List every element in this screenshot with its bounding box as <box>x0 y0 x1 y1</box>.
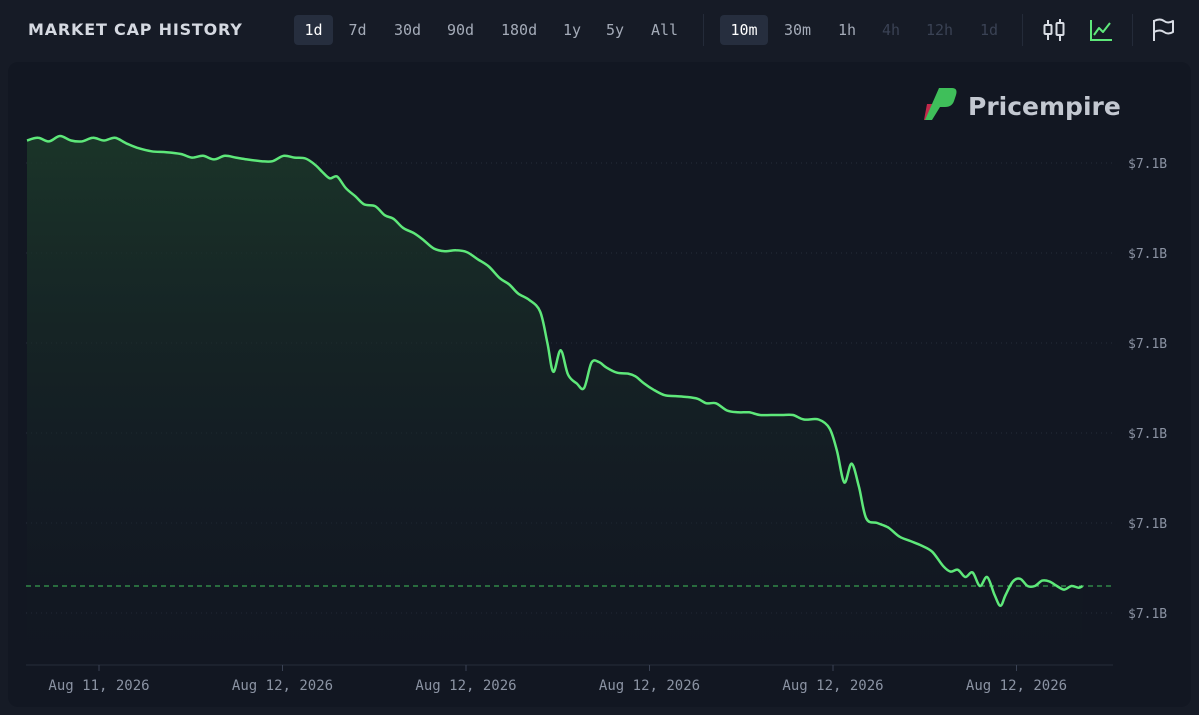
flag-icon[interactable] <box>1149 14 1177 46</box>
y-tick-label: $7.1B <box>1128 247 1167 262</box>
x-tick-label: Aug 12, 2026 <box>966 678 1067 694</box>
chart-title: MARKET CAP HISTORY <box>28 20 243 39</box>
range-button-180d[interactable]: 180d <box>501 21 538 39</box>
logo-wordmark: Pricempire <box>968 92 1121 121</box>
y-axis: $7.1B $7.1B $7.1B $7.1B $7.1B $7.1B <box>1128 157 1167 622</box>
x-axis: Aug 11, 2026 Aug 12, 2026 Aug 12, 2026 Aug … <box>48 665 1067 694</box>
x-tick-label: Aug 12, 2026 <box>599 678 700 694</box>
series-line <box>26 134 1084 608</box>
y-tick-label: $7.1B <box>1128 607 1167 622</box>
interval-button-30m[interactable]: 30m <box>784 21 812 39</box>
range-button-7d[interactable]: 7d <box>348 21 367 39</box>
x-tick-label: Aug 11, 2026 <box>48 678 149 694</box>
toolbar-divider <box>1022 14 1023 46</box>
logo-mark-green <box>925 88 957 120</box>
y-tick-label: $7.1B <box>1128 427 1167 442</box>
toolbar-divider <box>703 14 704 46</box>
range-button-30d[interactable]: 30d <box>394 21 422 39</box>
interval-button-1h[interactable]: 1h <box>838 21 857 39</box>
candlestick-icon[interactable] <box>1040 14 1068 46</box>
interval-button-1d: 1d <box>980 21 999 39</box>
line-chart-icon[interactable] <box>1087 14 1115 46</box>
x-tick-label: Aug 12, 2026 <box>782 678 883 694</box>
x-tick-label: Aug 12, 2026 <box>415 678 516 694</box>
y-tick-label: $7.1B <box>1128 337 1167 352</box>
x-tick-label: Aug 12, 2026 <box>232 678 333 694</box>
range-button-5y[interactable]: 5y <box>606 21 625 39</box>
market-cap-chart[interactable]: Pricempire $7.1B$7.1B$7.1B$7.1B$7.1B$7.1… <box>8 62 1191 707</box>
chart-panel: Pricempire $7.1B $7.1B $7.1B $7.1B $7.1B $7.1… <box>8 62 1191 707</box>
range-button-1y[interactable]: 1y <box>563 21 582 39</box>
range-button-all[interactable]: All <box>651 21 679 39</box>
interval-button-4h: 4h <box>882 21 901 39</box>
chart-toolbar: MARKET CAP HISTORY 1d 7d 30d 90d 180d 1y… <box>0 0 1199 62</box>
range-button-90d[interactable]: 90d <box>447 21 475 39</box>
interval-button-10m[interactable]: 10m <box>720 15 768 45</box>
watermark-logo: Pricempire <box>924 88 1121 121</box>
y-tick-label: $7.1B <box>1128 157 1167 172</box>
interval-button-12h: 12h <box>926 21 954 39</box>
area-fill <box>27 135 1083 665</box>
y-tick-label: $7.1B <box>1128 517 1167 532</box>
toolbar-divider <box>1132 14 1133 46</box>
range-button-1d[interactable]: 1d <box>294 15 333 45</box>
